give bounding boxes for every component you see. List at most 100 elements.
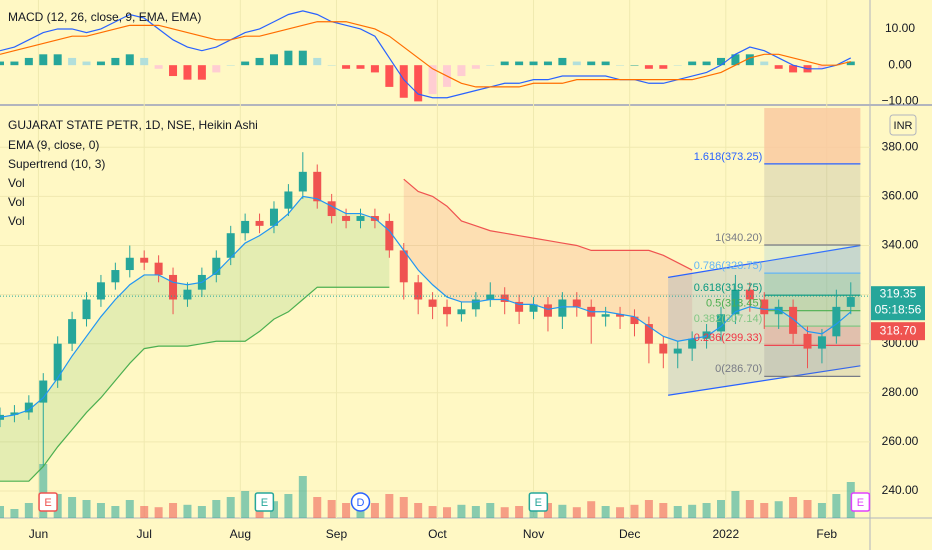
fib-band bbox=[764, 326, 861, 346]
volume-bar bbox=[96, 503, 105, 518]
volume-bar bbox=[789, 497, 798, 518]
last-price-label: 319.35 bbox=[880, 286, 917, 300]
macd-hist-bar bbox=[817, 65, 826, 69]
macd-tick-label: 10.00 bbox=[885, 21, 915, 35]
prev-close-box bbox=[871, 322, 925, 341]
y-tick-label: 340.00 bbox=[882, 238, 919, 252]
candle-body bbox=[255, 220, 264, 226]
volume-bar bbox=[558, 504, 567, 518]
candle-body bbox=[558, 299, 567, 317]
x-tick-label: Feb bbox=[816, 527, 837, 541]
currency: INR bbox=[894, 120, 913, 132]
macd-hist-bar bbox=[125, 54, 134, 66]
countdown: 05:18:56 bbox=[875, 302, 922, 316]
candle-body bbox=[212, 257, 221, 275]
candle-body bbox=[731, 289, 740, 315]
macd-hist-bar bbox=[558, 57, 567, 66]
supertrend-up-line bbox=[0, 286, 390, 482]
macd-hist-bar bbox=[183, 65, 192, 80]
volume-bar bbox=[572, 507, 581, 518]
macd-hist-bar bbox=[0, 61, 4, 66]
candle-body bbox=[111, 270, 120, 283]
macd-hist-bar bbox=[789, 65, 798, 73]
candle-body bbox=[385, 220, 394, 251]
macd-hist-bar bbox=[327, 65, 336, 66]
macd-hist-bar bbox=[342, 65, 351, 69]
macd-hist-bar bbox=[515, 61, 524, 66]
volume-bar bbox=[226, 497, 235, 518]
x-tick-label: 2022 bbox=[712, 527, 739, 541]
macd-hist-bar bbox=[269, 54, 278, 66]
candle-body bbox=[53, 343, 62, 381]
candle-body bbox=[832, 306, 841, 337]
volume-bar bbox=[457, 504, 466, 518]
candle-body bbox=[269, 208, 278, 226]
volume-bar bbox=[284, 494, 293, 518]
candle-body bbox=[500, 294, 509, 302]
event-label: E bbox=[261, 497, 268, 509]
candle-body bbox=[702, 331, 711, 339]
macd-hist-bar bbox=[356, 65, 365, 69]
y-tick-label: 260.00 bbox=[882, 434, 919, 448]
macd-hist-bar bbox=[616, 65, 625, 66]
supertrend-fill bbox=[0, 196, 390, 482]
macd-hist-bar bbox=[298, 50, 307, 66]
macd-hist-bar bbox=[96, 61, 105, 66]
macd-hist-bar bbox=[630, 65, 639, 66]
candle-body bbox=[24, 402, 33, 413]
prev-close-label: 318.70 bbox=[880, 323, 917, 337]
macd-hist-bar bbox=[644, 65, 653, 69]
volume-bar bbox=[39, 464, 48, 518]
candle-body bbox=[342, 216, 351, 221]
volume-bar bbox=[500, 507, 509, 518]
candle-body bbox=[154, 262, 163, 275]
candle-body bbox=[601, 314, 610, 317]
volume-bar bbox=[817, 503, 826, 518]
volume-bar bbox=[673, 506, 682, 518]
volume-bar bbox=[515, 506, 524, 518]
event-marker bbox=[350, 492, 371, 512]
fib-label: 1.618(373.25) bbox=[694, 151, 763, 163]
macd-hist-bar bbox=[457, 65, 466, 77]
y-tick-label: 240.00 bbox=[882, 483, 919, 497]
macd-hist-bar bbox=[529, 61, 538, 66]
macd-hist-bar bbox=[673, 65, 682, 66]
macd-hist-bar bbox=[169, 65, 178, 77]
candle-body bbox=[644, 324, 653, 344]
candle-body bbox=[125, 257, 134, 271]
volume-bar bbox=[659, 503, 668, 518]
currency-box bbox=[889, 114, 917, 136]
fib-band bbox=[764, 108, 861, 164]
candle-body bbox=[414, 282, 423, 300]
macd-hist-bar bbox=[846, 61, 855, 66]
volume-bar bbox=[745, 500, 754, 518]
macd-hist-bar bbox=[212, 65, 221, 73]
y-tick-label: 380.00 bbox=[882, 139, 919, 153]
volume-bar bbox=[616, 507, 625, 518]
macd-hist-bar bbox=[587, 61, 596, 66]
fib-label: 0.382(307.14) bbox=[694, 313, 763, 325]
x-tick-label: Sep bbox=[326, 527, 348, 541]
candle-body bbox=[96, 282, 105, 300]
volume-bar bbox=[702, 503, 711, 518]
macd-hist-bar bbox=[543, 61, 552, 66]
volume-bar bbox=[414, 503, 423, 518]
macd-hist-bar bbox=[241, 61, 250, 66]
volume-bar bbox=[774, 501, 783, 518]
fib-band bbox=[764, 345, 861, 377]
volume-bar bbox=[169, 503, 178, 518]
volume-bar bbox=[486, 503, 495, 518]
macd-hist-bar bbox=[745, 54, 754, 66]
candle-body bbox=[789, 306, 798, 334]
volume-bar bbox=[313, 497, 322, 518]
volume-bar bbox=[443, 507, 452, 518]
macd-hist-bar bbox=[471, 65, 480, 69]
volume-bar bbox=[154, 507, 163, 518]
indicator-label: Supertrend (10, 3) bbox=[8, 157, 105, 171]
volume-bar bbox=[327, 500, 336, 518]
x-tick-label: Dec bbox=[619, 527, 640, 541]
candle-body bbox=[313, 171, 322, 202]
grid bbox=[0, 0, 870, 518]
macd-hist-bar bbox=[313, 57, 322, 66]
macd-hist-bar bbox=[385, 65, 394, 87]
